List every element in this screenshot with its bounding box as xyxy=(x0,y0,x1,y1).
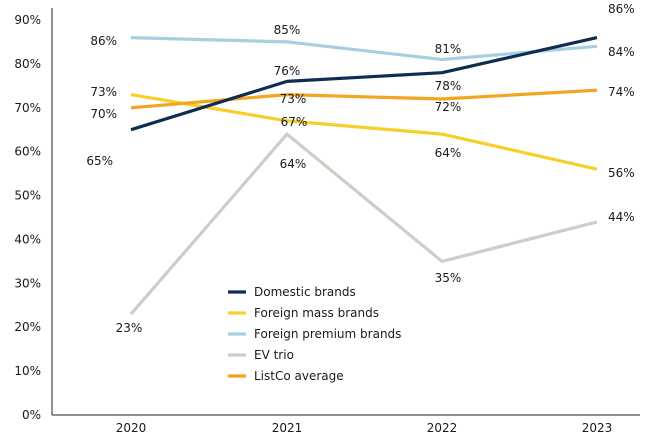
data-label: 86% xyxy=(90,34,117,48)
data-label: 86% xyxy=(608,2,635,16)
y-tick-label: 70% xyxy=(14,101,41,115)
data-label: 23% xyxy=(116,321,143,335)
legend-entry: Foreign mass brands xyxy=(254,306,379,320)
data-label: 76% xyxy=(274,64,301,78)
legend-entry: ListCo average xyxy=(254,369,344,383)
y-tick-label: 50% xyxy=(14,189,41,203)
y-tick-label: 90% xyxy=(14,13,41,27)
y-tick-label: 0% xyxy=(22,408,41,422)
data-labels: 65% 76% 78% 86% 73% 67% 64% 56% 86% 85% 81% 84% 23% 6… xyxy=(86,2,634,335)
data-label: 73% xyxy=(280,92,307,106)
data-label: 56% xyxy=(608,166,635,180)
data-label: 85% xyxy=(274,23,301,37)
data-label: 64% xyxy=(435,146,462,160)
data-label: 67% xyxy=(281,115,308,129)
series-line-ev-trio xyxy=(129,132,598,316)
x-tick-label: 2022 xyxy=(427,421,458,435)
axes: 0% 10% 20% 30% 40% 50% 60% 70% 80% 90% 2020 2021 202… xyxy=(14,8,640,435)
legend: Domestic brands Foreign mass brands Foreig… xyxy=(228,285,401,383)
y-tick-label: 40% xyxy=(14,232,41,246)
data-label: 84% xyxy=(608,45,635,59)
legend-entry: EV trio xyxy=(254,348,294,362)
data-label: 70% xyxy=(90,107,117,121)
legend-entry: Foreign premium brands xyxy=(254,327,401,341)
x-tick-label: 2020 xyxy=(116,421,147,435)
series-line-foreign-mass-brands xyxy=(130,93,598,171)
data-label: 35% xyxy=(435,271,462,285)
data-label: 65% xyxy=(86,154,113,168)
data-label: 64% xyxy=(280,157,307,171)
data-label: 78% xyxy=(435,79,462,93)
series-lines xyxy=(129,36,598,316)
series-line-foreign-premium-brands xyxy=(130,36,598,62)
data-label: 81% xyxy=(435,42,462,56)
data-label: 74% xyxy=(608,85,635,99)
data-label: 72% xyxy=(435,100,462,114)
y-tick-label: 20% xyxy=(14,320,41,334)
y-tick-label: 10% xyxy=(14,364,41,378)
y-tick-label: 30% xyxy=(14,276,41,290)
series-line-listco-average xyxy=(130,88,598,110)
data-label: 73% xyxy=(90,85,117,99)
legend-entry: Domestic brands xyxy=(254,285,356,299)
y-tick-label: 80% xyxy=(14,57,41,71)
series-line-domestic-brands xyxy=(130,36,598,132)
x-tick-label: 2023 xyxy=(582,421,613,435)
data-label: 44% xyxy=(608,210,635,224)
y-tick-label: 60% xyxy=(14,145,41,159)
x-tick-label: 2021 xyxy=(272,421,303,435)
